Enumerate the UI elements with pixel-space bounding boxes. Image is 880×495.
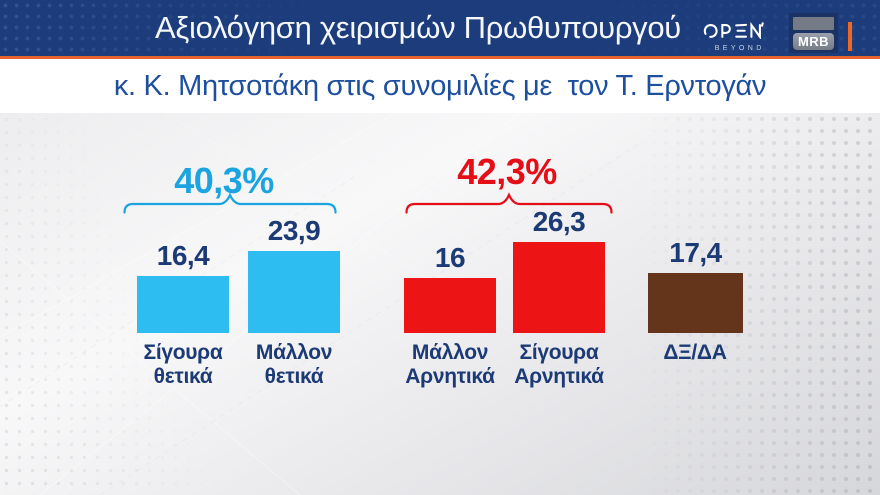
bar-label-sigoura-arnitika: Σίγουρα Αρνητικά bbox=[514, 341, 604, 388]
bar-value: 16 bbox=[434, 242, 466, 273]
bar-label-sigoura-thetika: Σίγουρα θετικά bbox=[143, 341, 223, 388]
orange-tick-divider bbox=[848, 22, 852, 51]
bar-value: 23,9 bbox=[267, 215, 321, 246]
bar-column-mallon-arnitika: 16 bbox=[404, 206, 496, 333]
bar-column-sigoura-thetika: 16,4 bbox=[137, 206, 229, 333]
bar-value: 17,4 bbox=[669, 237, 722, 268]
bar-column-sigoura-arnitika: 26,3 bbox=[513, 206, 605, 333]
open-logo-tagline: BEYOND bbox=[714, 45, 765, 52]
mrb-logo: MRB bbox=[789, 13, 838, 53]
bar-column-mallon-thetika: 23,9 bbox=[248, 206, 340, 333]
bar-rect-sigoura-thetika bbox=[137, 276, 229, 333]
mrb-logo-text: MRB bbox=[793, 33, 834, 50]
open-logo: BEYOND bbox=[701, 21, 775, 52]
bar-value: 26,3 bbox=[532, 206, 586, 237]
mrb-logo-topbar bbox=[793, 17, 834, 30]
negative-bracket bbox=[405, 192, 613, 214]
bar-label-mallon-thetika: Μάλλον θετικά bbox=[255, 341, 333, 388]
group-total-positive: 40,3% bbox=[174, 160, 274, 201]
bar-rect-sigoura-arnitika bbox=[513, 242, 605, 333]
bar-label-dx-da: ΔΞ/ΔΑ bbox=[663, 341, 727, 364]
header-dot-pattern bbox=[0, 0, 880, 56]
bar-rect-mallon-arnitika bbox=[404, 278, 496, 333]
open-logo-icon bbox=[703, 21, 764, 41]
bar-column-dx-da: 17,4 bbox=[648, 206, 743, 333]
positive-bracket bbox=[123, 192, 337, 214]
header-bar: Αξιολόγηση χειρισμών Πρωθυπουργού BEYOND… bbox=[0, 0, 880, 56]
bar-rect-mallon-thetika bbox=[248, 251, 340, 333]
orange-rule-divider bbox=[0, 56, 880, 59]
page-title: Αξιολόγηση χειρισμών Πρωθυπουργού bbox=[155, 10, 681, 45]
group-total-negative: 42,3% bbox=[457, 151, 557, 192]
bar-label-mallon-arnitika: Μάλλον Αρνητικά bbox=[405, 341, 495, 388]
chart-subtitle: κ. Κ. Μητσοτάκη στις συνομιλίες με τον Τ… bbox=[113, 69, 767, 102]
subtitle-band: κ. Κ. Μητσοτάκη στις συνομιλίες με τον Τ… bbox=[0, 59, 880, 113]
bar-value: 16,4 bbox=[156, 240, 210, 271]
bar-rect-dx-da bbox=[648, 273, 743, 333]
